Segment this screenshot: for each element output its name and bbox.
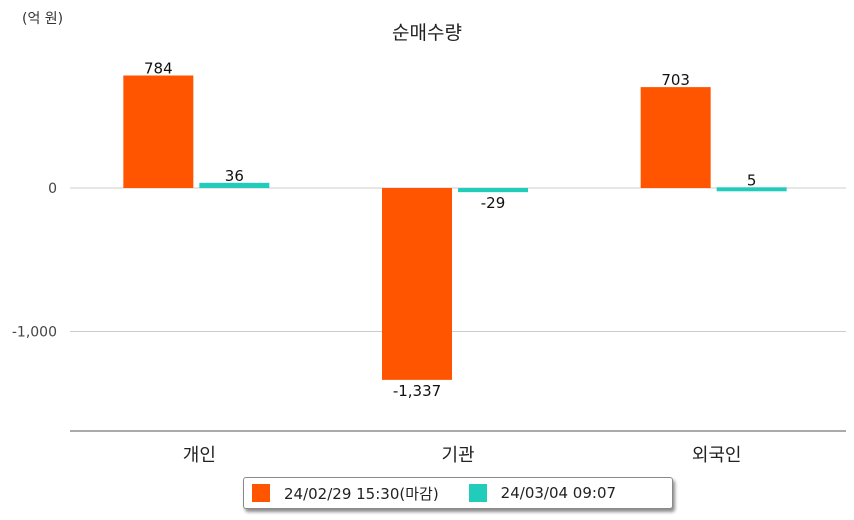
data-label: 784 [144,59,173,77]
x-tick-label: 기관 [441,445,474,466]
legend-label-series-1: 24/02/29 15:30(마감) [284,484,439,503]
legend-item-series-2[interactable]: 24/03/04 09:07 [468,484,617,502]
bar-1 [382,188,452,380]
y-tick-label: -1,000 [12,325,57,341]
chart-title: 순매수량 [392,22,462,44]
bar-2 [199,182,270,188]
unit-label: (억 원) [22,11,64,27]
data-label: -1,337 [393,382,441,400]
legend[interactable]: 24/02/29 15:30(마감) 24/03/04 09:07 [243,477,673,509]
bar-2 [716,187,787,192]
data-label: -29 [481,194,506,212]
data-label: 5 [747,171,757,189]
data-label: 703 [661,71,690,89]
data-label: 36 [225,167,244,185]
legend-label-series-2: 24/03/04 09:07 [500,484,617,502]
bar-1 [123,75,194,188]
legend-item-series-1[interactable]: 24/02/29 15:30(마감) [252,483,439,504]
legend-swatch-series-1 [252,484,270,502]
bar-2 [458,188,528,193]
x-tick-label: 개인 [183,445,216,466]
y-tick-label: 0 [48,181,57,197]
bar-1 [640,87,711,188]
legend-swatch-series-2 [468,484,487,502]
x-tick-label: 외국인 [692,445,742,466]
